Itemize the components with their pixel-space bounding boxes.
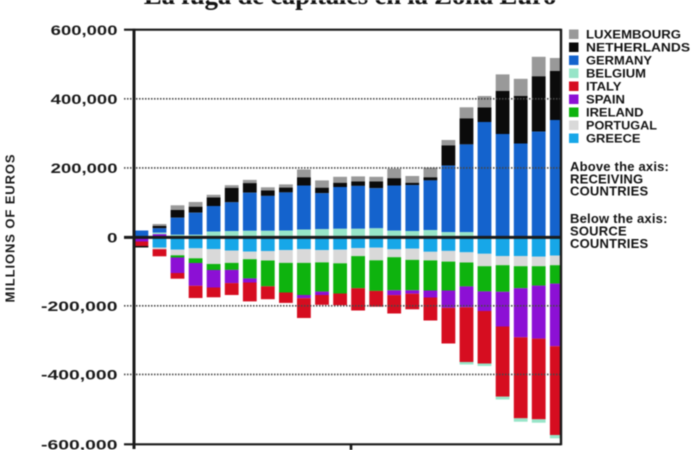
- svg-text:SPAIN: SPAIN: [586, 93, 625, 107]
- svg-text:Below the axis:: Below the axis:: [570, 211, 668, 226]
- svg-text:600,000: 600,000: [51, 22, 118, 38]
- svg-text:MILLIONS OF EUROS: MILLIONS OF EUROS: [3, 154, 18, 303]
- svg-text:BELGIUM: BELGIUM: [586, 67, 646, 81]
- svg-text:SOURCE: SOURCE: [570, 224, 627, 239]
- svg-text:La fuga de capitales en la Zon: La fuga de capitales en la Zona Euro: [144, 0, 557, 10]
- svg-text:RECEIVING: RECEIVING: [570, 171, 643, 186]
- svg-text:0: 0: [107, 230, 118, 246]
- svg-text:COUNTRIES: COUNTRIES: [570, 184, 648, 199]
- svg-text:400,000: 400,000: [51, 91, 118, 107]
- svg-text:NETHERLANDS: NETHERLANDS: [586, 41, 690, 55]
- svg-text:-200,000: -200,000: [41, 298, 118, 314]
- svg-text:-600,000: -600,000: [41, 436, 118, 450]
- svg-text:PORTUGAL: PORTUGAL: [586, 119, 657, 133]
- svg-text:200,000: 200,000: [51, 160, 118, 176]
- svg-text:-400,000: -400,000: [41, 367, 118, 383]
- svg-text:LUXEMBOURG: LUXEMBOURG: [586, 28, 681, 42]
- svg-text:COUNTRIES: COUNTRIES: [570, 236, 648, 251]
- svg-text:IRELAND: IRELAND: [586, 106, 644, 120]
- svg-text:ITALY: ITALY: [586, 80, 622, 94]
- svg-text:Above the axis:: Above the axis:: [570, 159, 669, 174]
- svg-text:GREECE: GREECE: [586, 132, 641, 146]
- svg-text:GERMANY: GERMANY: [586, 54, 652, 68]
